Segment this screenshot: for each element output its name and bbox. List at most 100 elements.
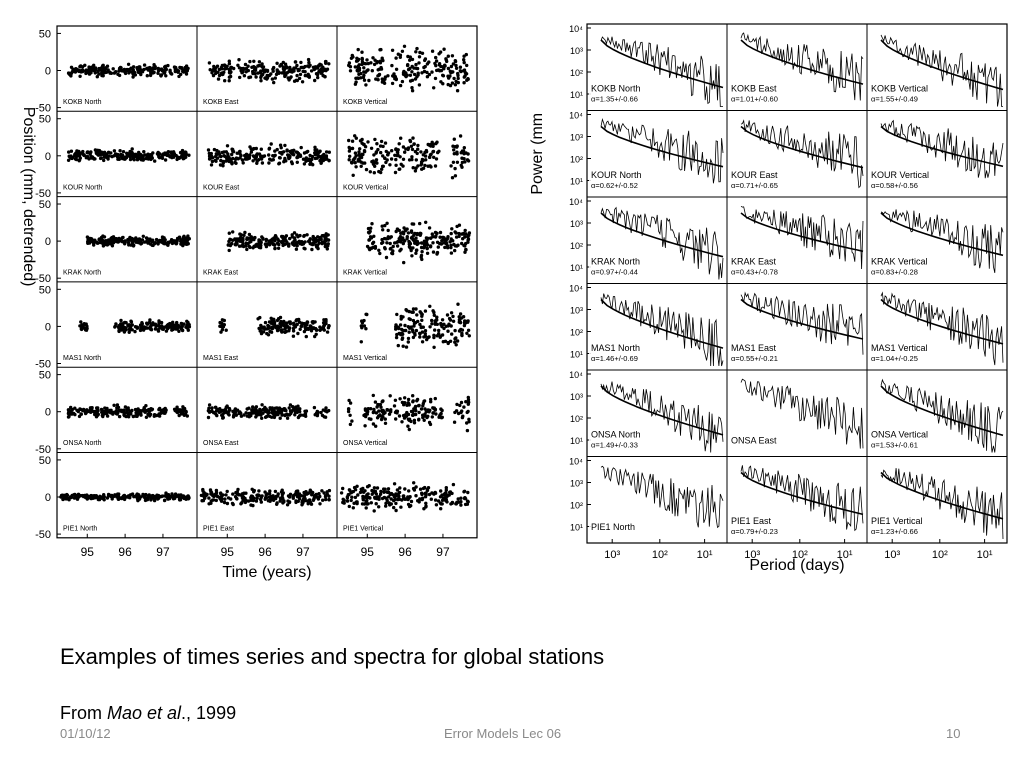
data-point xyxy=(298,407,302,411)
fit-curve xyxy=(600,125,724,168)
x-tick-label: 10¹ xyxy=(697,549,713,561)
data-point xyxy=(408,245,412,250)
spectrum-line xyxy=(600,465,724,529)
data-point xyxy=(273,76,277,80)
data-point xyxy=(281,322,285,326)
data-point xyxy=(119,318,123,323)
data-point xyxy=(408,138,412,143)
data-point xyxy=(262,154,267,158)
data-point xyxy=(364,327,368,331)
data-point xyxy=(400,420,404,424)
data-point xyxy=(414,236,418,240)
data-point xyxy=(99,156,104,160)
data-point xyxy=(275,241,280,245)
data-point xyxy=(394,147,398,152)
data-point xyxy=(419,407,424,411)
data-point xyxy=(414,158,418,162)
data-point xyxy=(361,494,365,499)
data-point xyxy=(362,318,366,323)
data-point xyxy=(253,68,257,72)
data-point xyxy=(241,496,245,500)
data-point xyxy=(128,67,132,72)
data-point xyxy=(267,239,272,243)
data-point xyxy=(280,495,284,499)
data-point xyxy=(312,67,316,72)
data-point xyxy=(392,482,397,486)
data-point xyxy=(364,414,368,419)
data-point xyxy=(389,497,393,501)
data-point xyxy=(362,78,367,82)
data-point xyxy=(256,71,260,75)
data-point xyxy=(313,151,317,155)
data-point xyxy=(126,237,130,242)
data-point xyxy=(327,324,331,328)
data-point xyxy=(138,70,143,74)
data-point xyxy=(225,404,229,408)
data-point xyxy=(291,321,296,325)
fit-curve xyxy=(600,212,724,258)
fit-curve xyxy=(880,212,1004,257)
data-point xyxy=(101,244,106,248)
data-point xyxy=(70,407,75,412)
label-background xyxy=(729,432,797,448)
data-point xyxy=(432,86,436,90)
data-point xyxy=(392,505,396,510)
data-point xyxy=(186,234,190,238)
data-point xyxy=(111,67,115,71)
data-point xyxy=(295,78,299,83)
data-point xyxy=(79,64,83,68)
data-point xyxy=(224,493,228,497)
data-point xyxy=(243,500,248,505)
data-point xyxy=(296,151,301,156)
data-point xyxy=(73,406,77,410)
data-point xyxy=(398,486,402,490)
data-point xyxy=(374,160,378,165)
data-point xyxy=(270,321,275,325)
data-point xyxy=(381,240,385,245)
data-point xyxy=(394,409,399,413)
data-point xyxy=(174,327,178,331)
data-point xyxy=(206,148,211,152)
data-point xyxy=(79,412,84,416)
data-point xyxy=(277,408,281,412)
data-point xyxy=(358,139,363,143)
data-point xyxy=(171,155,176,159)
data-point xyxy=(419,245,424,250)
data-point xyxy=(288,68,292,73)
data-point xyxy=(123,405,128,409)
data-point xyxy=(296,331,300,336)
data-point xyxy=(397,228,401,233)
data-point xyxy=(461,149,466,153)
data-point xyxy=(131,244,136,248)
data-point xyxy=(442,322,446,326)
data-point xyxy=(466,395,470,400)
data-point xyxy=(184,238,189,243)
data-points xyxy=(359,302,471,349)
data-point xyxy=(435,315,439,319)
data-point xyxy=(403,239,407,243)
label-background xyxy=(729,338,797,364)
x-axis-label: Period (days) xyxy=(749,557,844,574)
data-point xyxy=(132,158,136,162)
data-point xyxy=(278,416,282,420)
data-point xyxy=(425,243,430,247)
data-point xyxy=(160,154,164,158)
data-point xyxy=(273,413,277,417)
data-point xyxy=(430,232,434,236)
data-point xyxy=(148,73,153,78)
data-point xyxy=(246,157,250,161)
data-point xyxy=(350,53,354,58)
data-point xyxy=(220,318,225,322)
data-point xyxy=(407,330,411,334)
data-point xyxy=(115,403,120,407)
x-tick-label: 10² xyxy=(652,549,668,561)
data-point xyxy=(408,73,413,78)
source-suffix: ., 1999 xyxy=(181,703,237,723)
data-point xyxy=(400,337,404,341)
data-point xyxy=(242,413,246,417)
data-point xyxy=(323,157,328,161)
data-point xyxy=(292,231,297,235)
data-point xyxy=(182,322,186,326)
data-point xyxy=(142,63,147,67)
data-point xyxy=(247,153,252,158)
